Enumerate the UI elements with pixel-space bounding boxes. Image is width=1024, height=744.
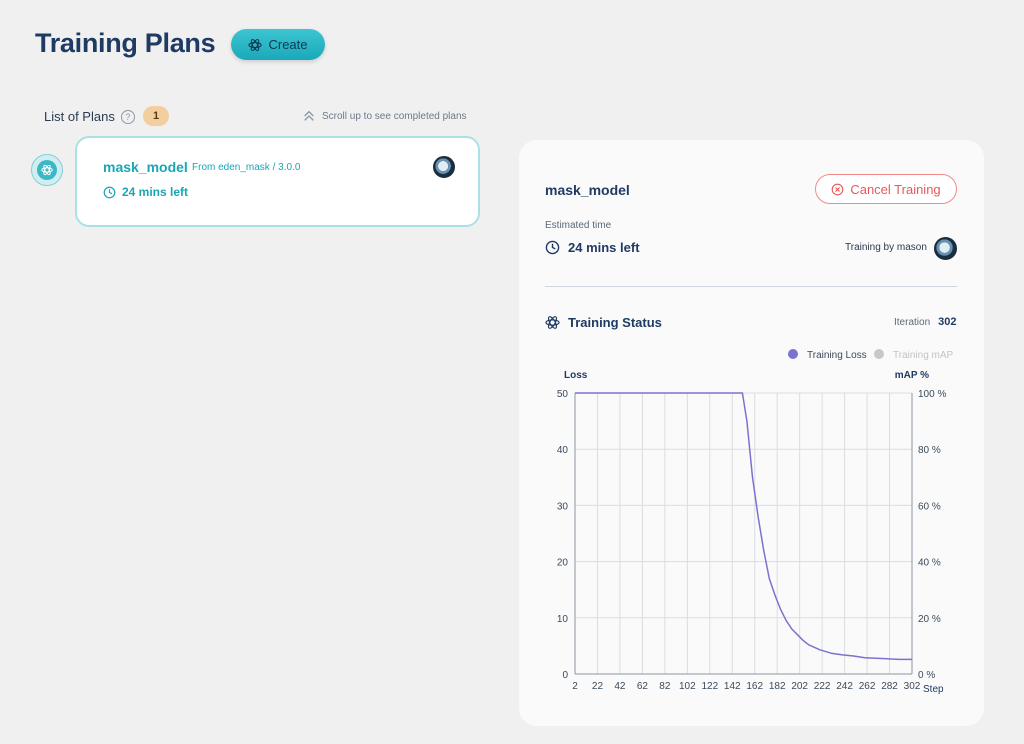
y2-tick-label: 20 % [918, 614, 941, 625]
x-tick-label: 162 [746, 681, 763, 692]
training-status-title: Training Status [545, 315, 662, 330]
create-label: Create [268, 37, 308, 52]
plan-time-left: 24 mins left [103, 185, 188, 199]
x-tick-label: 2 [572, 681, 578, 692]
trained-by: Training by mason [845, 242, 927, 253]
double-chevron-up-icon [304, 110, 314, 121]
estimated-time-text: 24 mins left [568, 240, 640, 255]
detail-model-name: mask_model [545, 182, 630, 198]
plans-count-badge: 1 [143, 106, 169, 126]
x-tick-label: 282 [881, 681, 898, 692]
iteration-value: 302 [938, 316, 957, 328]
atom-icon [41, 164, 53, 176]
chart-series [575, 392, 912, 661]
y2-tick-label: 80 % [918, 445, 941, 456]
iteration-label: Iteration [894, 316, 931, 328]
atom-icon [545, 316, 560, 329]
x-tick-label: 242 [836, 681, 853, 692]
x-tick-label: 222 [814, 681, 831, 692]
divider [545, 286, 957, 287]
x-tick-label: 42 [614, 681, 626, 692]
x-tick-label: 62 [637, 681, 649, 692]
estimated-time: 24 mins left [545, 240, 640, 255]
legend-map-marker[interactable] [874, 349, 884, 359]
help-icon[interactable]: ? [120, 109, 135, 124]
cancel-training-label: Cancel Training [850, 181, 941, 197]
y2-tick-label: 100 % [918, 389, 946, 400]
chart-axes: 2 22 42 62 82 102 122 142 162 182 202 222 242 262 282 3… [557, 370, 947, 695]
x-tick-label: 22 [592, 681, 604, 692]
legend-map-label[interactable]: Training mAP [893, 350, 954, 361]
y2-tick-label: 40 % [918, 558, 941, 569]
create-button[interactable]: Create [231, 29, 325, 60]
clock-icon [103, 186, 116, 198]
x-axis-title: Step [923, 684, 944, 695]
series-line-training-loss [575, 392, 912, 661]
page-title: Training Plans [35, 28, 216, 58]
plan-time-text: 24 mins left [122, 185, 189, 199]
clock-icon [545, 240, 560, 255]
legend-loss-marker[interactable] [788, 349, 798, 359]
atom-icon [248, 38, 263, 51]
trainer-avatar [934, 237, 957, 260]
y2-tick-label: 60 % [918, 501, 941, 512]
cancel-training-button[interactable]: Cancel Training [815, 174, 957, 204]
user-avatar [433, 156, 455, 178]
x-tick-label: 202 [791, 681, 808, 692]
y-tick-label: 40 [557, 445, 569, 456]
plan-name: mask_model [103, 159, 188, 175]
y-tick-label: 50 [557, 389, 569, 400]
iteration: Iteration 302 [894, 316, 957, 328]
plan-status-indicator [31, 154, 63, 186]
x-tick-label: 102 [679, 681, 696, 692]
plans-list-label: List of Plans [44, 109, 115, 124]
x-tick-label: 302 [904, 681, 921, 692]
plan-source: From eden_mask / 3.0.0 [192, 162, 301, 173]
y-tick-label: 10 [557, 614, 569, 625]
scroll-hint-text: Scroll up to see completed plans [322, 110, 467, 122]
x-tick-label: 82 [659, 681, 671, 692]
x-tick-label: 182 [769, 681, 786, 692]
y2-tick-label: 0 % [918, 670, 935, 681]
y-tick-label: 0 [562, 670, 568, 681]
left-axis-title: Loss [564, 370, 588, 381]
cancel-circle-icon [831, 183, 844, 195]
y-tick-label: 20 [557, 558, 569, 569]
y-tick-label: 30 [557, 501, 569, 512]
x-tick-label: 122 [701, 681, 718, 692]
scroll-hint[interactable]: Scroll up to see completed plans [302, 109, 467, 123]
right-axis-title: mAP % [895, 370, 929, 381]
legend-loss-label[interactable]: Training Loss [807, 350, 867, 361]
x-tick-label: 142 [724, 681, 741, 692]
training-detail-panel: mask_model Cancel Training Estimated tim… [519, 140, 984, 726]
estimated-time-label: Estimated time [545, 220, 612, 231]
chart-grid [574, 392, 913, 675]
training-status-text: Training Status [568, 315, 662, 330]
plan-card[interactable]: mask_model From eden_mask / 3.0.0 24 min… [75, 136, 480, 227]
x-tick-label: 262 [859, 681, 876, 692]
plans-list-header: List of Plans ? [44, 109, 135, 124]
chart-legend: Training Loss Training mAP [788, 349, 954, 361]
